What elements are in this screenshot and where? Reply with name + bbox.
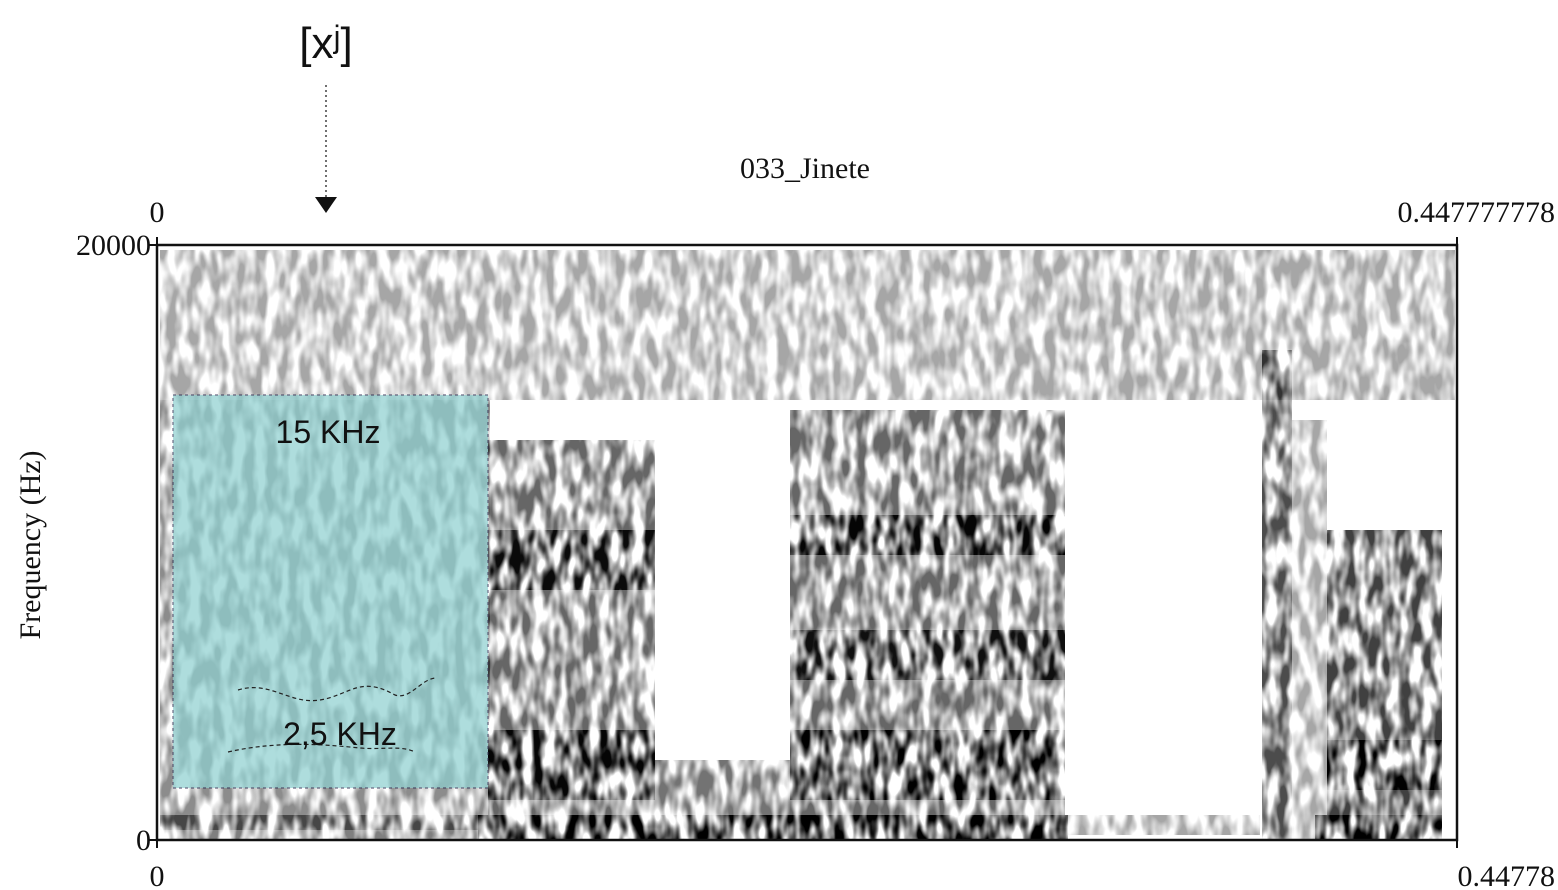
fricative-highlight [172, 394, 489, 789]
top-x-tick-label: 0 [150, 196, 165, 229]
x-tick-label: 0 [150, 860, 165, 890]
y-axis-label: Frequency (Hz) [14, 450, 47, 639]
annotation: 15 KHz [276, 414, 381, 450]
annotation: [xʲ] [299, 19, 352, 68]
x-tick-label: 0.44778 [1458, 860, 1556, 890]
annotation: 2,5 KHz [283, 716, 397, 752]
plot-frame [155, 243, 1459, 842]
chart-title: 033_Jinete [740, 152, 870, 185]
y-tick-label: 20000 [76, 229, 151, 262]
y-tick-label: 0 [136, 824, 151, 857]
top-x-tick-label: 0.447777778 [1398, 196, 1556, 229]
arrow [315, 85, 337, 213]
